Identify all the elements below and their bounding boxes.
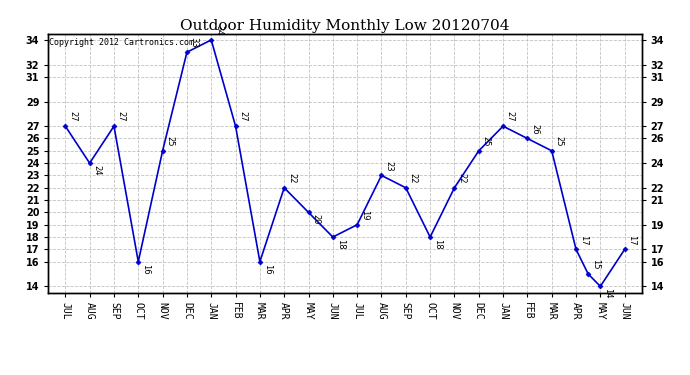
Text: 34: 34 [214, 25, 223, 36]
Text: 25: 25 [482, 136, 491, 147]
Text: 18: 18 [335, 239, 344, 249]
Text: 17: 17 [579, 235, 588, 245]
Text: 24: 24 [92, 165, 101, 176]
Title: Outdoor Humidity Monthly Low 20120704: Outdoor Humidity Monthly Low 20120704 [180, 19, 510, 33]
Text: 26: 26 [530, 124, 539, 134]
Text: 16: 16 [141, 264, 150, 274]
Text: 33: 33 [190, 38, 199, 48]
Text: 17: 17 [627, 235, 636, 245]
Text: 27: 27 [506, 111, 515, 122]
Text: 20: 20 [311, 214, 320, 225]
Text: 22: 22 [408, 173, 417, 184]
Text: 25: 25 [555, 136, 564, 147]
Text: 23: 23 [384, 160, 393, 171]
Text: 15: 15 [591, 260, 600, 270]
Text: 22: 22 [287, 173, 296, 184]
Text: 27: 27 [68, 111, 77, 122]
Text: Copyright 2012 Cartronics.com: Copyright 2012 Cartronics.com [50, 38, 195, 46]
Text: 16: 16 [263, 264, 272, 274]
Text: 27: 27 [238, 111, 247, 122]
Text: 19: 19 [360, 210, 369, 220]
Text: 27: 27 [117, 111, 126, 122]
Text: 14: 14 [603, 288, 612, 299]
Text: 25: 25 [166, 136, 175, 147]
Text: 18: 18 [433, 239, 442, 249]
Text: 22: 22 [457, 173, 466, 184]
